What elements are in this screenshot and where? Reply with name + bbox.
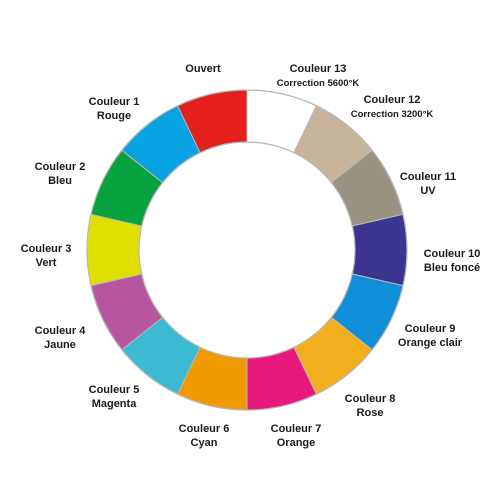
label-color-6: Couleur 6 Cyan [179, 423, 230, 449]
color-wheel-segments [86, 89, 408, 411]
label-line2-color-3: Vert [36, 257, 57, 269]
label-line2-color-12: Correction 3200°K [351, 109, 434, 120]
label-line1-color-3: Couleur 3 [21, 243, 72, 255]
label-line1-color-4: Couleur 4 [35, 325, 87, 337]
label-line2-color-13: Correction 5600°K [277, 78, 360, 89]
label-color-8: Couleur 8 Rose [345, 393, 396, 419]
label-line1-color-7: Couleur 7 [271, 423, 322, 435]
label-line2-color-2: Bleu [48, 175, 72, 187]
label-color-5: Couleur 5 Magenta [89, 384, 140, 410]
label-line1-color-6: Couleur 6 [179, 423, 230, 435]
label-open: Ouvert [185, 63, 221, 75]
label-line2-color-9: Orange clair [398, 337, 463, 349]
label-line2-color-10: Bleu foncé [424, 262, 480, 274]
label-line2-color-6: Cyan [191, 437, 218, 449]
label-color-13: Couleur 13 Correction 5600°K [277, 63, 360, 89]
label-color-9: Couleur 9 Orange clair [398, 323, 463, 349]
label-color-1: Couleur 1 Rouge [89, 96, 140, 122]
label-color-12: Couleur 12 Correction 3200°K [351, 94, 434, 120]
label-line2-color-1: Rouge [97, 110, 131, 122]
label-color-11: Couleur 11 UV [400, 171, 456, 197]
label-line1-color-12: Couleur 12 [364, 94, 421, 106]
label-color-10: Couleur 10 Bleu foncé [424, 248, 481, 274]
label-line2-color-11: UV [420, 185, 436, 197]
label-line1-color-11: Couleur 11 [400, 171, 456, 183]
label-line1-color-10: Couleur 10 [424, 248, 481, 260]
label-line1-color-5: Couleur 5 [89, 384, 140, 396]
segment-color-4 [86, 213, 143, 287]
label-line1-open: Ouvert [185, 63, 221, 75]
label-line2-color-8: Rose [357, 407, 384, 419]
label-line2-color-5: Magenta [92, 398, 138, 410]
label-color-3: Couleur 3 Vert [21, 243, 72, 269]
label-line1-color-1: Couleur 1 [89, 96, 140, 108]
label-line1-color-2: Couleur 2 [35, 161, 86, 173]
label-line1-color-9: Couleur 9 [405, 323, 456, 335]
label-line1-color-8: Couleur 8 [345, 393, 396, 405]
inner-ring-outline [138, 141, 356, 359]
label-line1-color-13: Couleur 13 [290, 63, 347, 75]
outer-ring-outline [86, 89, 408, 411]
label-line2-color-7: Orange [277, 437, 316, 449]
label-color-2: Couleur 2 Bleu [35, 161, 86, 187]
label-color-7: Couleur 7 Orange [271, 423, 322, 449]
label-color-4: Couleur 4 Jaune [35, 325, 87, 351]
segment-color-11 [351, 213, 408, 287]
label-line2-color-4: Jaune [44, 339, 76, 351]
